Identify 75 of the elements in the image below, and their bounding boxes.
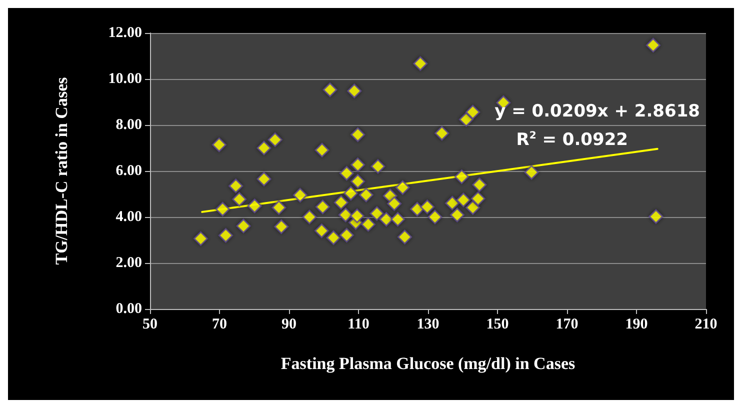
- x-tick-label: 90: [282, 316, 296, 332]
- point: [428, 210, 442, 224]
- point: [410, 202, 424, 216]
- y-tick-label: 12.00: [108, 25, 142, 41]
- point: [456, 192, 471, 208]
- point: [524, 165, 539, 180]
- x-tick-label: 150: [486, 316, 509, 332]
- point: [358, 188, 374, 202]
- point: [339, 166, 354, 181]
- point: [387, 196, 402, 211]
- point: [212, 138, 226, 152]
- point: [397, 230, 412, 244]
- point: [218, 228, 234, 243]
- point: [314, 224, 329, 238]
- point: [339, 228, 354, 242]
- point: [193, 231, 208, 246]
- point: [292, 188, 308, 202]
- point: [268, 132, 282, 147]
- point: [646, 38, 660, 52]
- point: [256, 172, 272, 186]
- point: [360, 217, 376, 232]
- x-axis-title: Fasting Plasma Glucose (mg/dl) in Cases: [280, 354, 576, 373]
- point: [272, 200, 286, 215]
- y-tick-label: 10.00: [108, 71, 142, 87]
- point: [470, 191, 486, 206]
- point: [370, 159, 386, 174]
- point: [315, 200, 330, 214]
- x-tick-label: 50: [142, 316, 158, 332]
- x-tick-label: 210: [694, 316, 718, 332]
- point: [445, 196, 460, 210]
- point: [347, 84, 362, 98]
- point: [256, 140, 272, 156]
- point: [466, 104, 480, 120]
- point: [344, 186, 358, 201]
- point: [454, 170, 469, 184]
- x-tick-label: 130: [416, 316, 440, 332]
- point: [434, 126, 450, 141]
- y-tick-label: 2.00: [116, 255, 142, 271]
- point: [236, 218, 251, 234]
- y-tick-label: 0.00: [116, 301, 142, 317]
- annotation: y = 0.0209x + 2.8618: [494, 102, 700, 122]
- point: [350, 174, 366, 189]
- point: [648, 209, 664, 224]
- x-tick-label: 190: [625, 316, 648, 332]
- x-tick-label: 70: [212, 316, 227, 332]
- y-tick-label: 8.00: [116, 117, 142, 133]
- point: [274, 219, 289, 234]
- y-tick-label: 4.00: [116, 209, 142, 225]
- y-axis-title: TG/HDL-C ratio in Cases: [52, 76, 71, 265]
- point: [314, 142, 330, 158]
- point: [350, 127, 366, 142]
- point: [450, 208, 464, 222]
- point: [350, 158, 366, 172]
- point: [395, 180, 410, 195]
- x-tick-label: 110: [348, 316, 370, 332]
- point: [326, 230, 341, 245]
- point: [338, 208, 353, 222]
- point: [350, 208, 364, 224]
- point: [420, 200, 435, 214]
- point: [413, 56, 428, 71]
- point: [228, 178, 244, 194]
- point: [215, 202, 230, 216]
- point: [466, 200, 480, 215]
- point: [334, 195, 348, 210]
- x-tick-label: 170: [556, 316, 578, 332]
- point: [379, 212, 394, 227]
- y-tick-label: 6.00: [116, 163, 142, 179]
- point: [458, 112, 474, 127]
- point: [370, 206, 384, 221]
- point: [390, 212, 406, 227]
- point: [247, 198, 262, 214]
- point: [302, 210, 317, 224]
- point: [232, 192, 247, 207]
- point: [322, 82, 338, 98]
- point: [472, 178, 487, 192]
